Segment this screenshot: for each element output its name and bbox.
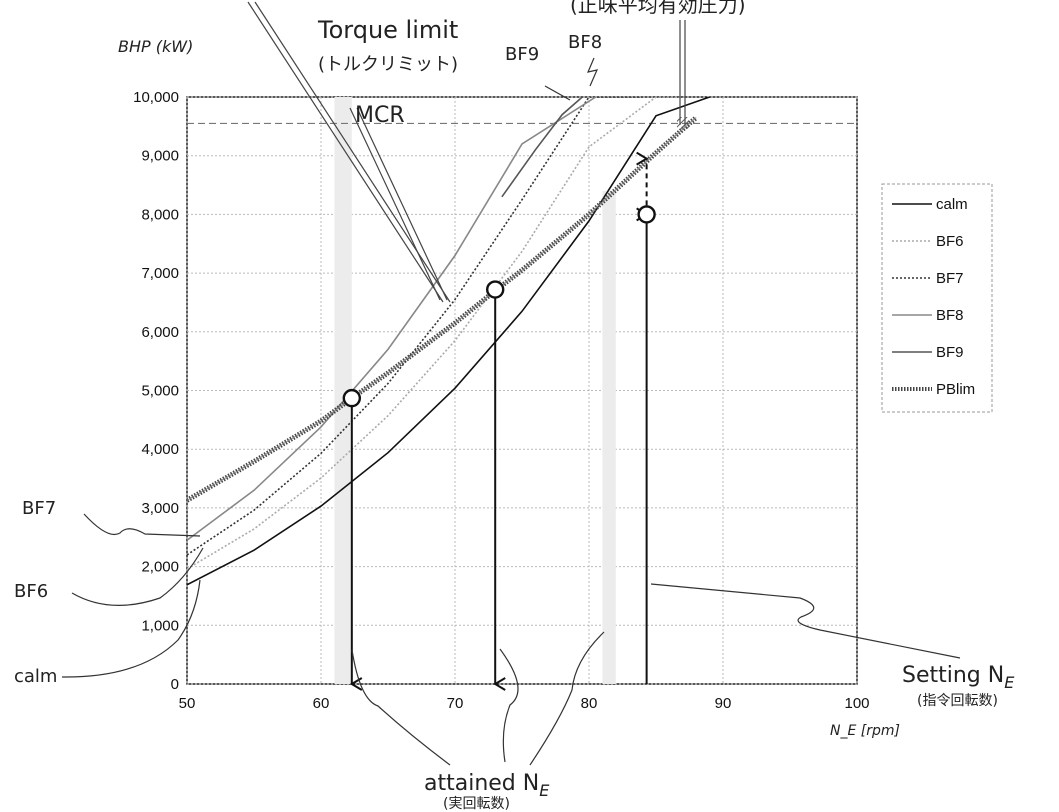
legend-label-bf8: BF8	[936, 307, 964, 324]
legend-label-bf9: BF9	[936, 344, 964, 361]
y-tick-9: 9,000	[141, 148, 179, 165]
y-tick-5: 5,000	[141, 383, 179, 400]
mcr-label: MCR	[355, 103, 405, 128]
torque-limit-leader-a	[247, 1, 444, 303]
x-tick-labels: 50 60 70 80 90 100	[179, 695, 870, 712]
bf8-top-label: BF8	[568, 32, 602, 53]
y-tick-7: 7,000	[141, 265, 179, 282]
series-line-pblim	[187, 117, 697, 501]
series-line-bf6	[187, 97, 683, 570]
torque-limit-jp-label: (トルクリミット)	[318, 54, 458, 75]
legend-label-bf6: BF6	[936, 233, 964, 250]
y-tick-4: 4,000	[141, 441, 179, 458]
y-tick-10: 10,000	[133, 89, 179, 106]
shaded-band-1	[602, 190, 616, 685]
vertical-arrows	[349, 151, 649, 691]
setting-ne-label: Setting NE	[902, 663, 1015, 692]
attained-ne-jp-label: (実回転数)	[443, 796, 510, 812]
bf6-leader	[71, 547, 204, 606]
torque-limit-leader-c	[349, 107, 441, 301]
calm-leader	[61, 579, 201, 678]
x-tick-3: 80	[581, 695, 598, 712]
bf6-side-label: BF6	[14, 581, 48, 602]
y-tick-6: 6,000	[141, 324, 179, 341]
operating-point-2	[637, 205, 656, 224]
torque-limit-label: Torque limit	[317, 16, 458, 44]
bf7-side-label: BF7	[22, 498, 56, 519]
x-tick-4: 90	[715, 695, 732, 712]
y-tick-2: 2,000	[141, 559, 179, 576]
setting-leader	[650, 583, 961, 659]
x-tick-1: 60	[313, 695, 330, 712]
attained-leader-1	[351, 649, 451, 766]
x-tick-5: 100	[844, 695, 869, 712]
series-line-bf8	[187, 97, 597, 541]
x-tick-0: 50	[179, 695, 196, 712]
shaded-bands	[334, 97, 616, 685]
x-tick-2: 70	[447, 695, 464, 712]
bf8-leader	[586, 57, 599, 87]
series-line-bf9	[501, 97, 583, 198]
legend: calm BF6 BF7 BF8 BF9 PBlim	[881, 183, 993, 413]
setting-ne-jp-label: (指令回転数)	[917, 693, 998, 709]
operating-point-0	[342, 388, 362, 408]
y-tick-8: 8,000	[141, 206, 179, 223]
attained-ne-label: attained NE	[424, 771, 550, 800]
bf9-top-label: BF9	[505, 44, 539, 65]
calm-side-label: calm	[14, 666, 57, 687]
bf7-leader	[83, 513, 201, 537]
bmep-jp-label: (正味平均有効圧力)	[570, 0, 746, 17]
shaded-band-0	[334, 97, 352, 684]
y-tick-0: 0	[171, 676, 179, 693]
series-line-calm	[187, 97, 710, 586]
operating-point-1	[486, 280, 505, 299]
y-tick-3: 3,000	[141, 500, 179, 517]
attained-leader-2	[499, 648, 519, 763]
x-axis-label: N_E [rpm]	[830, 723, 900, 739]
legend-label-calm: calm	[936, 196, 968, 213]
attained-leader-3	[529, 631, 605, 766]
y-tick-labels: 0 1,000 2,000 3,000 4,000 5,000 6,000 7,000 8,00…	[133, 89, 179, 693]
bf9-leader	[544, 85, 571, 101]
plot-area	[186, 96, 858, 685]
series-lines	[187, 97, 710, 586]
y-axis-label: BHP (kW)	[118, 37, 193, 56]
y-tick-1: 1,000	[141, 617, 179, 634]
legend-label-bf7: BF7	[936, 270, 964, 287]
bmep-hatched-mark	[677, 117, 689, 129]
legend-label-pblim: PBlim	[936, 381, 975, 398]
annotations: Torque limit (トルクリミット) (正味平均有効圧力) BF9 BF…	[14, 0, 1015, 812]
operating-point-markers	[342, 205, 656, 408]
torque-limit-leader-d	[356, 107, 448, 301]
grid	[186, 96, 858, 685]
